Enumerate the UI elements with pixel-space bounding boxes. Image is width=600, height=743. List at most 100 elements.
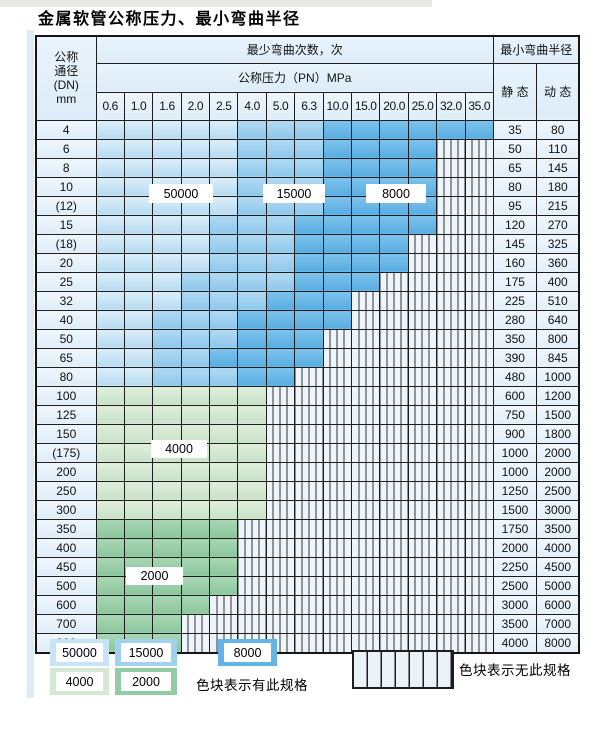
no-spec-cell — [464, 290, 494, 311]
spec-cell-4000 — [95, 404, 125, 425]
pressure-tick: 15.0 — [351, 91, 381, 121]
no-spec-cell — [351, 518, 381, 539]
dn-cell: 100 — [35, 385, 97, 406]
no-spec-cell — [294, 366, 324, 387]
table-row: 15 120 270 — [35, 214, 580, 235]
no-spec-cell — [294, 632, 324, 653]
spec-cell-50000 — [95, 271, 125, 292]
dn-cell: 8 — [35, 157, 97, 178]
no-spec-cell — [464, 518, 494, 539]
no-spec-cell — [379, 423, 409, 444]
spec-cell-8000 — [322, 290, 353, 311]
no-spec-cell — [436, 347, 466, 368]
spec-cell-4000 — [95, 461, 125, 482]
spec-cell-8000 — [237, 309, 267, 330]
spec-cell-2000 — [152, 594, 182, 615]
no-spec-cell — [379, 594, 409, 615]
radius-static-cell: 2250 — [492, 556, 537, 577]
spec-cell-15000 — [209, 328, 239, 349]
no-spec-cell — [407, 271, 438, 292]
dn-cell: 300 — [35, 499, 97, 520]
no-spec-cell — [407, 385, 438, 406]
pressure-tick: 6.3 — [294, 91, 324, 121]
spec-cell-8000 — [322, 138, 353, 159]
spec-cell-4000 — [209, 404, 239, 425]
no-spec-cell — [294, 613, 324, 634]
spec-cell-8000 — [294, 271, 324, 292]
dn-cell: 65 — [35, 347, 97, 368]
no-spec-cell — [237, 556, 267, 577]
radius-dynamic-cell: 3000 — [535, 499, 580, 520]
no-spec-cell — [436, 214, 466, 235]
radius-dynamic-cell: 80 — [535, 119, 580, 140]
table-row: 450 2250 4500 — [35, 556, 580, 577]
spec-cell-2000 — [123, 537, 154, 558]
radius-static-cell: 600 — [492, 385, 537, 406]
spec-cell-2000 — [209, 518, 239, 539]
no-spec-cell — [379, 366, 409, 387]
pressure-tick: 5.0 — [265, 91, 296, 121]
dn-cell: 200 — [35, 461, 97, 482]
no-spec-cell — [294, 423, 324, 444]
radius-static-cell: 225 — [492, 290, 537, 311]
spec-cell-15000 — [180, 347, 211, 368]
table-row: 50 350 800 — [35, 328, 580, 349]
pressure-tick: 35.0 — [464, 91, 494, 121]
no-spec-cell — [294, 537, 324, 558]
radius-static-cell: 175 — [492, 271, 537, 292]
spec-cell-4000 — [95, 423, 125, 444]
no-spec-cell — [322, 499, 353, 520]
spec-cell-4000 — [123, 385, 154, 406]
radius-dynamic-cell: 5000 — [535, 575, 580, 596]
spec-cell-8000 — [436, 119, 466, 140]
spec-cell-2000 — [209, 537, 239, 558]
dn-cell: 20 — [35, 252, 97, 273]
table-row: 20 160 360 — [35, 252, 580, 273]
no-spec-cell — [322, 347, 353, 368]
table-row: 8 65 145 — [35, 157, 580, 178]
no-spec-cell — [407, 442, 438, 463]
no-spec-cell — [379, 556, 409, 577]
no-spec-cell — [322, 613, 353, 634]
radius-static-cell: 900 — [492, 423, 537, 444]
spec-cell-50000 — [209, 195, 239, 216]
no-spec-cell — [237, 613, 267, 634]
spec-cell-8000 — [379, 252, 409, 273]
legend-swatch-label: 4000 — [56, 672, 103, 691]
no-spec-cell — [464, 575, 494, 596]
radius-dynamic-cell: 400 — [535, 271, 580, 292]
no-spec-cell — [294, 480, 324, 501]
no-spec-cell — [265, 613, 296, 634]
spec-cell-4000 — [95, 385, 125, 406]
no-spec-cell — [407, 290, 438, 311]
spec-cell-50000 — [123, 347, 154, 368]
no-spec-cell — [436, 461, 466, 482]
no-spec-cell — [351, 366, 381, 387]
no-spec-cell — [265, 499, 296, 520]
spec-cell-8000 — [379, 157, 409, 178]
spec-cell-4000 — [123, 423, 154, 444]
radius-dynamic-cell: 215 — [535, 195, 580, 216]
no-spec-cell — [351, 423, 381, 444]
no-spec-cell — [407, 556, 438, 577]
no-spec-cell — [436, 366, 466, 387]
static-column-header: 静 态 — [492, 62, 537, 121]
dn-cell: 450 — [35, 556, 97, 577]
spec-cell-15000 — [209, 271, 239, 292]
no-spec-cell — [351, 442, 381, 463]
no-spec-cell — [407, 499, 438, 520]
radius-static-cell: 2500 — [492, 575, 537, 596]
no-spec-cell — [294, 461, 324, 482]
radius-static-cell: 35 — [492, 119, 537, 140]
spec-cell-50000 — [95, 366, 125, 387]
spec-cell-50000 — [123, 309, 154, 330]
no-spec-cell — [464, 594, 494, 615]
radius-static-cell: 120 — [492, 214, 537, 235]
spec-cell-15000 — [294, 119, 324, 140]
radius-static-cell: 80 — [492, 176, 537, 197]
no-spec-cell — [322, 632, 353, 653]
radius-dynamic-cell: 325 — [535, 233, 580, 254]
no-spec-cell — [209, 613, 239, 634]
spec-cell-50000 — [95, 157, 125, 178]
spec-cell-8000 — [265, 366, 296, 387]
